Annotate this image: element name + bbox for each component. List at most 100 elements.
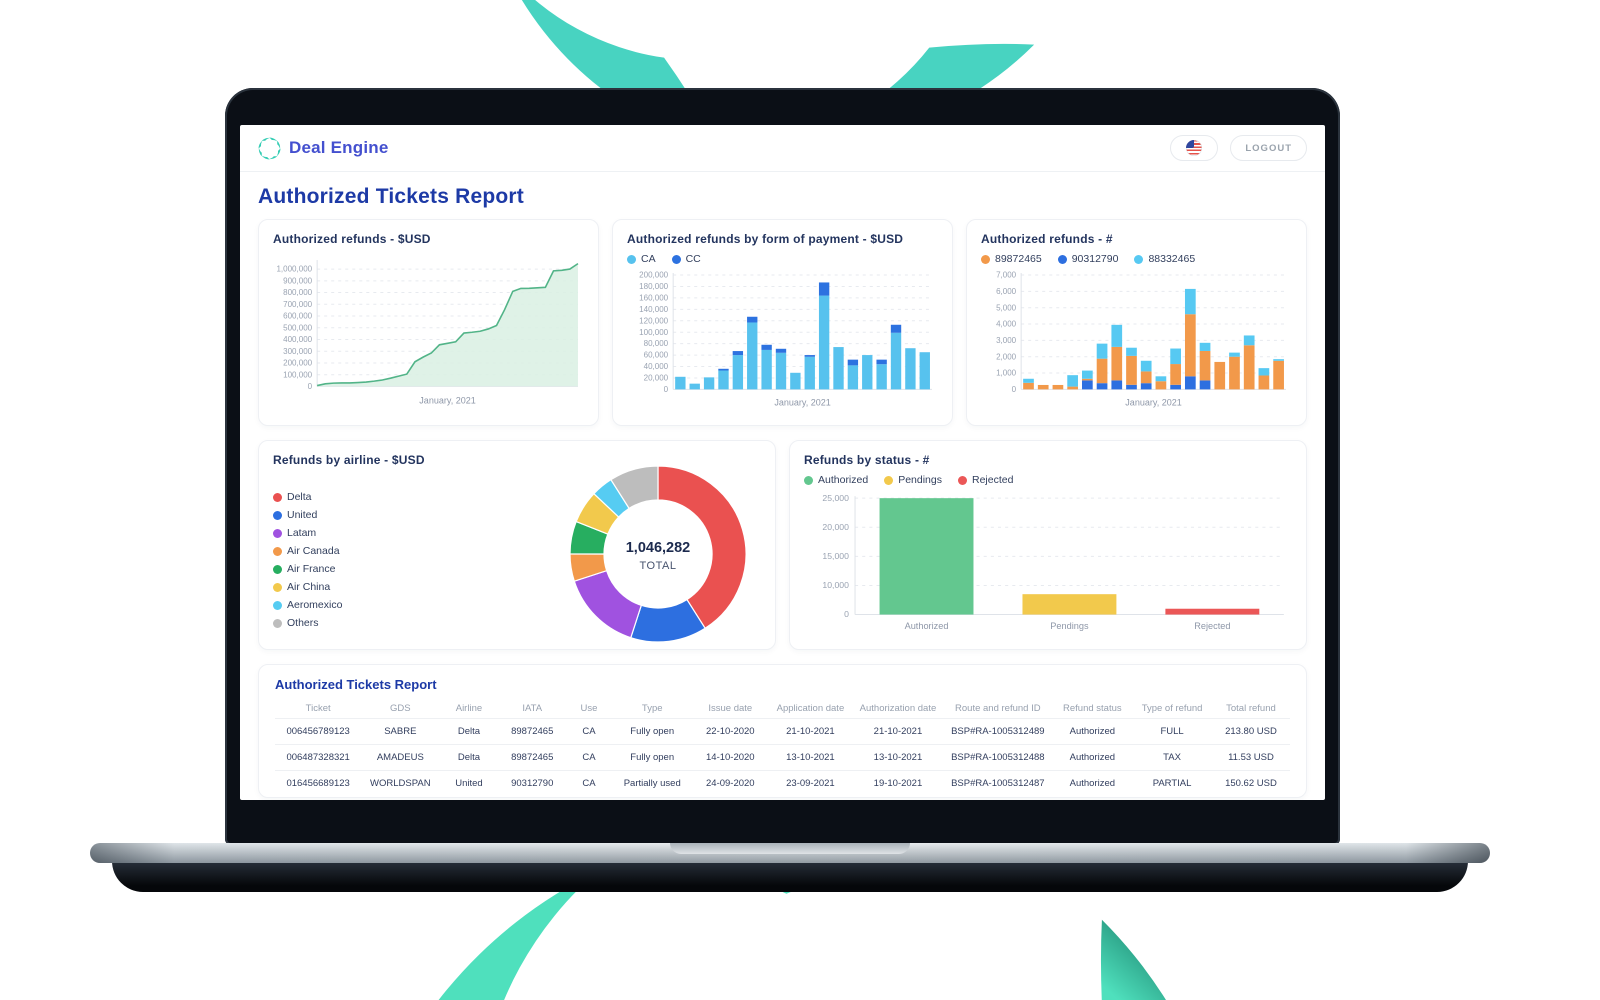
table-cell: TAX [1163,752,1181,763]
legend-item: 89872465 [981,253,1042,265]
table-cell: 90312790 [511,778,554,789]
table-header-row: Ticket GDS Airline IATA Use Type Issue date App… [275,698,1290,718]
laptop-underbody [112,861,1468,892]
svg-text:Rejected: Rejected [1194,621,1230,631]
table-cell: 19-10-2021 [873,778,923,789]
table-cell: 13-10-2021 [873,752,923,763]
table-column-header: Application date [776,702,845,714]
laptop-screen: Deal Engine LOGOUT Authorized Tickets Re… [225,88,1340,845]
language-button[interactable] [1170,135,1219,161]
table-row[interactable]: 016456689123 WORLDSPAN United 90312790 CA Par… [275,770,1290,796]
legend-item: United [273,509,567,521]
donut-chart: 1,046,282 TOTAL [569,465,747,643]
legend-item: 88332465 [1134,253,1195,265]
svg-text:180,000: 180,000 [639,282,669,291]
svg-text:500,000: 500,000 [283,323,313,332]
legend-label: Air Canada [287,545,340,557]
legend-label: 88332465 [1148,253,1196,265]
logout-button[interactable]: LOGOUT [1230,135,1307,161]
legend-item: Authorized [804,474,868,486]
legend-label: Air France [287,563,336,575]
legend-dot-icon [273,618,282,628]
table-cell: 11.53 USD [1228,752,1274,763]
legend-label: United [287,509,318,521]
legend-item: Others [273,617,567,629]
legend-item: Air China [273,581,567,593]
svg-text:140,000: 140,000 [639,305,669,314]
brand[interactable]: Deal Engine [258,136,389,160]
chart-title: Authorized refunds - # [981,232,1113,246]
table-cell: BSP#RA-1005312489 [951,726,1045,737]
legend-dot-icon [804,475,813,485]
legend-dot-icon [1134,254,1144,264]
svg-text:20,000: 20,000 [822,522,849,532]
deal-engine-logo-icon [258,136,281,160]
svg-text:0: 0 [664,385,669,394]
topbar: Deal Engine LOGOUT [240,125,1325,172]
table-column-header: Type [641,702,663,714]
svg-text:60,000: 60,000 [644,351,669,360]
legend-dot-icon [273,546,282,556]
svg-text:0: 0 [844,609,849,619]
table-cell: Delta [457,752,481,763]
table-column-header: Airline [455,702,483,714]
legend-dot-icon [884,475,894,485]
svg-text:100,000: 100,000 [283,370,313,379]
legend-dot-icon [958,475,967,485]
legend-item: CA [627,253,656,265]
card-authorized-refunds-count: Authorized refunds - # 89872465 90312790 8… [966,219,1307,426]
table-cell: BSP#RA-1005312488 [951,752,1045,763]
table-cell: FULL [1160,726,1184,737]
svg-text:400,000: 400,000 [283,335,313,344]
legend-label: Aeromexico [287,599,343,611]
legend-label: Others [287,617,319,629]
legend-item: Pendings [884,474,942,486]
legend-dot-icon [273,528,282,538]
legend-item: 90312790 [1057,253,1118,265]
legend-label: CC [685,253,701,265]
table-cell: 006487328321 [286,752,350,763]
legend-dot-icon [671,254,681,264]
svg-text:January, 2021: January, 2021 [419,395,475,405]
svg-text:3,000: 3,000 [996,336,1017,345]
svg-text:Authorized: Authorized [905,621,949,631]
legend-label: Delta [287,491,312,503]
table-cell: WORLDSPAN [370,778,431,789]
card-refunds-by-status: Refunds by status - # Authorized Pendings… [789,440,1307,650]
svg-text:600,000: 600,000 [283,312,313,321]
legend-item: Delta [273,491,567,503]
card-authorized-refunds-usd: Authorized refunds - $USD 0 100,000 200,00… [258,219,599,426]
table-cell: Partially used [623,778,681,789]
table-cell: 89872465 [511,726,554,737]
table-row[interactable]: 006456789123 SABRE Delta 89872465 CA Fully op… [275,718,1290,744]
table-cell: PARTIAL [1152,778,1192,789]
page-title: Authorized Tickets Report [258,185,524,208]
table-row[interactable]: 006487328321 AMADEUS Delta 89872465 CA Fully … [275,744,1290,770]
legend-dot-icon [273,600,282,610]
table-column-header: Route and refund ID [955,702,1041,714]
card-refunds-by-payment: Authorized refunds by form of payment - … [612,219,953,426]
legend-label: Latam [287,527,317,539]
chart-legend: Authorized Pendings Rejected [804,474,1292,486]
svg-text:January, 2021: January, 2021 [1125,397,1181,407]
donut-total-label: TOTAL [640,560,677,572]
table-cell: 89872465 [511,752,554,763]
table-cell: 006456789123 [286,726,350,737]
donut-total-value: 1,046,282 [626,540,691,556]
legend-label: Pendings [898,474,942,486]
stacked-bar-chart: 0 1,000 2,000 3,000 4,000 5,000 6,000 7,000 Janu… [996,271,1286,407]
table-cell: Authorized [1069,778,1116,789]
tickets-table: Ticket GDS Airline IATA Use Type Issue date App… [275,698,1290,796]
legend-dot-icon [273,582,282,592]
legend-dot-icon [1057,254,1067,264]
table-cell: 23-09-2021 [786,778,835,789]
svg-text:4,000: 4,000 [996,320,1017,329]
legend-label: Rejected [972,474,1014,486]
svg-text:0: 0 [308,382,313,391]
legend-label: Air China [287,581,331,593]
table-cell: 14-10-2020 [706,752,755,763]
bar-chart: 0 10,000 15,000 20,000 25,000 Authorized Pendi… [822,493,1284,631]
table-cell: BSP#RA-1005312487 [951,778,1045,789]
legend-dot-icon [273,564,282,574]
table-cell: 21-10-2021 [786,726,835,737]
